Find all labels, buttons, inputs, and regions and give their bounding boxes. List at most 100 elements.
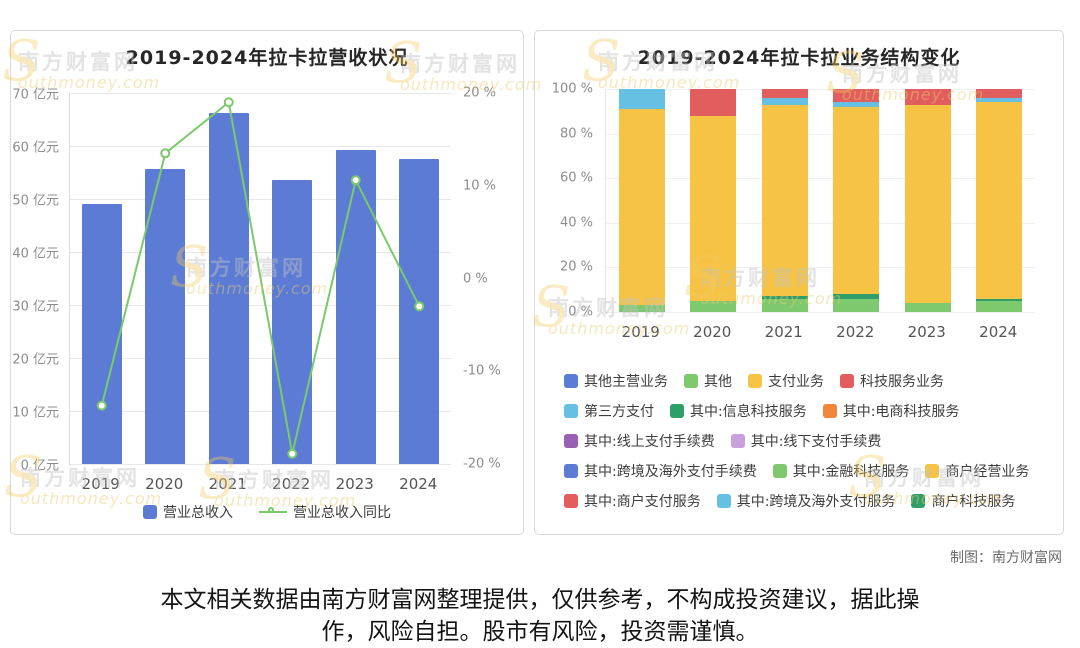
gridline: [70, 411, 451, 412]
gridline: [606, 267, 1035, 269]
segment-支付业务: [618, 109, 665, 306]
segment-支付业务: [690, 115, 737, 301]
y-axis-label: 80 %: [559, 126, 593, 142]
legend-swatch: [716, 494, 731, 508]
legend-swatch: [684, 374, 698, 388]
disclaimer-text: 本文相关数据由南方财富网整理提供，仅供参考，不构成投资建议，据此操作，风险自担。…: [160, 587, 920, 646]
segment-支付业务: [761, 104, 808, 297]
legend-swatch: [822, 404, 837, 418]
x-axis-label: 2022: [272, 475, 311, 493]
segment-其他: [904, 303, 951, 312]
y-axis-label: 60 亿元: [12, 140, 59, 156]
y-axis-label: 40 亿元: [12, 246, 59, 262]
revenue-bar-2024: [399, 158, 440, 464]
legend-label: 科技服务业务: [860, 374, 944, 390]
x-axis-label: 2022: [836, 323, 875, 341]
y-axis-label: 10 亿元: [12, 405, 59, 421]
revenue-left-axis: 70 亿元 60 亿元 50 亿元 40 亿元 30 亿元 20 亿元 10 亿元 0 亿元: [11, 88, 65, 474]
segment-科技服务业务: [690, 89, 737, 116]
segment-第三方支付: [761, 97, 808, 105]
x-axis-label: 2020: [145, 475, 184, 493]
y-axis-label: 0 %: [463, 271, 488, 286]
legend-label: 其中:跨境及海外支付服务: [736, 494, 896, 510]
legend-swatch: [748, 374, 762, 388]
legend-swatch: [564, 404, 578, 418]
y-axis-label: 100 %: [551, 81, 593, 97]
revenue-plot-area: [69, 93, 451, 465]
segment-支付业务: [904, 104, 951, 304]
structure-plot-area: [605, 89, 1035, 313]
gridline: [606, 178, 1035, 180]
revenue-chart-panel: 2019-2024年拉卡拉营收状况 70 亿元 60 亿元 50 亿元 40 亿元 30…: [10, 30, 524, 535]
x-axis-label: 2019: [81, 475, 120, 493]
legend-item: 支付业务: [748, 371, 824, 391]
y-axis-label: 70 亿元: [12, 87, 59, 103]
legend-label: 其中:线下支付手续费: [750, 434, 882, 450]
legend-item: 其中:商户支付服务: [564, 491, 701, 511]
legend-label: 营业总收入: [163, 505, 233, 521]
legend-swatch: [564, 434, 578, 448]
x-axis-label: 2024: [979, 323, 1018, 341]
segment-科技服务业务: [833, 89, 880, 103]
x-axis-label: 2023: [335, 475, 374, 493]
legend-item: 其中:跨境及海外支付手续费: [564, 461, 757, 481]
legend-item: 营业总收入同比: [259, 502, 391, 522]
gridline: [70, 464, 451, 465]
legend-item: 营业总收入: [143, 502, 233, 522]
revenue-bar-2023: [335, 149, 376, 464]
legend-label: 其中:线上支付手续费: [584, 434, 715, 450]
legend-swatch: [730, 434, 745, 448]
segment-商户科技服务: [833, 294, 880, 299]
revenue-bar-2020: [145, 169, 186, 464]
gridline: [70, 252, 451, 253]
x-axis-label: 2021: [208, 475, 247, 493]
segment-科技服务业务: [904, 89, 951, 105]
revenue-bar-2019: [81, 204, 122, 464]
revenue-legend: 营业总收入 营业总收入同比: [11, 502, 523, 522]
segment-科技服务业务: [976, 89, 1023, 98]
x-axis-label: 2021: [764, 323, 803, 341]
gridline: [70, 358, 451, 359]
segment-其他: [761, 298, 808, 312]
y-axis-label: 20 亿元: [12, 352, 59, 368]
legend-item: 商户经营业务: [925, 461, 1029, 481]
segment-支付业务: [833, 106, 880, 295]
gridline: [70, 93, 451, 94]
legend-swatch: [143, 505, 157, 519]
x-axis-label: 2024: [399, 475, 438, 493]
legend-label: 其中:信息科技服务: [690, 404, 807, 420]
gridline: [70, 199, 451, 200]
legend-item: 科技服务业务: [840, 371, 944, 391]
segment-其他: [618, 305, 665, 312]
segment-商户科技服务: [976, 298, 1023, 301]
gridline: [606, 89, 1035, 90]
legend-swatch: [564, 374, 578, 388]
legend-label: 商户经营业务: [945, 464, 1030, 480]
x-axis-label: 2020: [693, 323, 732, 341]
legend-swatch: [564, 464, 578, 478]
segment-其他: [833, 298, 880, 312]
y-axis-label: -20 %: [463, 456, 501, 472]
segment-第三方支付: [618, 89, 665, 110]
legend-item: 其中:电商科技服务: [822, 401, 959, 421]
y-axis-label: 20 %: [463, 85, 497, 101]
legend-label: 其他主营业务: [584, 374, 668, 390]
structure-chart-panel: 2019-2024年拉卡拉业务结构变化 100 % 80 % 60 % 40 % 20 …: [534, 30, 1064, 535]
yoy-line-layer: [96, 97, 425, 459]
revenue-x-axis: 2019 2020 2021 2022 2023 2024: [69, 473, 451, 493]
legend-label: 其中:商户支付服务: [584, 494, 701, 510]
y-axis-label: 30 亿元: [12, 299, 59, 315]
legend-swatch: [564, 494, 578, 508]
legend-item: 商户科技服务: [911, 491, 1015, 511]
legend-swatch: [670, 404, 684, 418]
y-axis-label: 0 %: [568, 304, 593, 320]
legend-item: 其中:跨境及海外支付服务: [716, 491, 896, 511]
structure-x-axis: 2019 2020 2021 2022 2023 2024: [605, 321, 1035, 341]
legend-line-marker: [259, 507, 287, 517]
gridline: [606, 222, 1035, 224]
gridline: [606, 312, 1035, 313]
y-axis-label: -10 %: [463, 363, 501, 379]
legend-swatch: [925, 464, 940, 478]
y-axis-label: 10 %: [463, 178, 497, 194]
